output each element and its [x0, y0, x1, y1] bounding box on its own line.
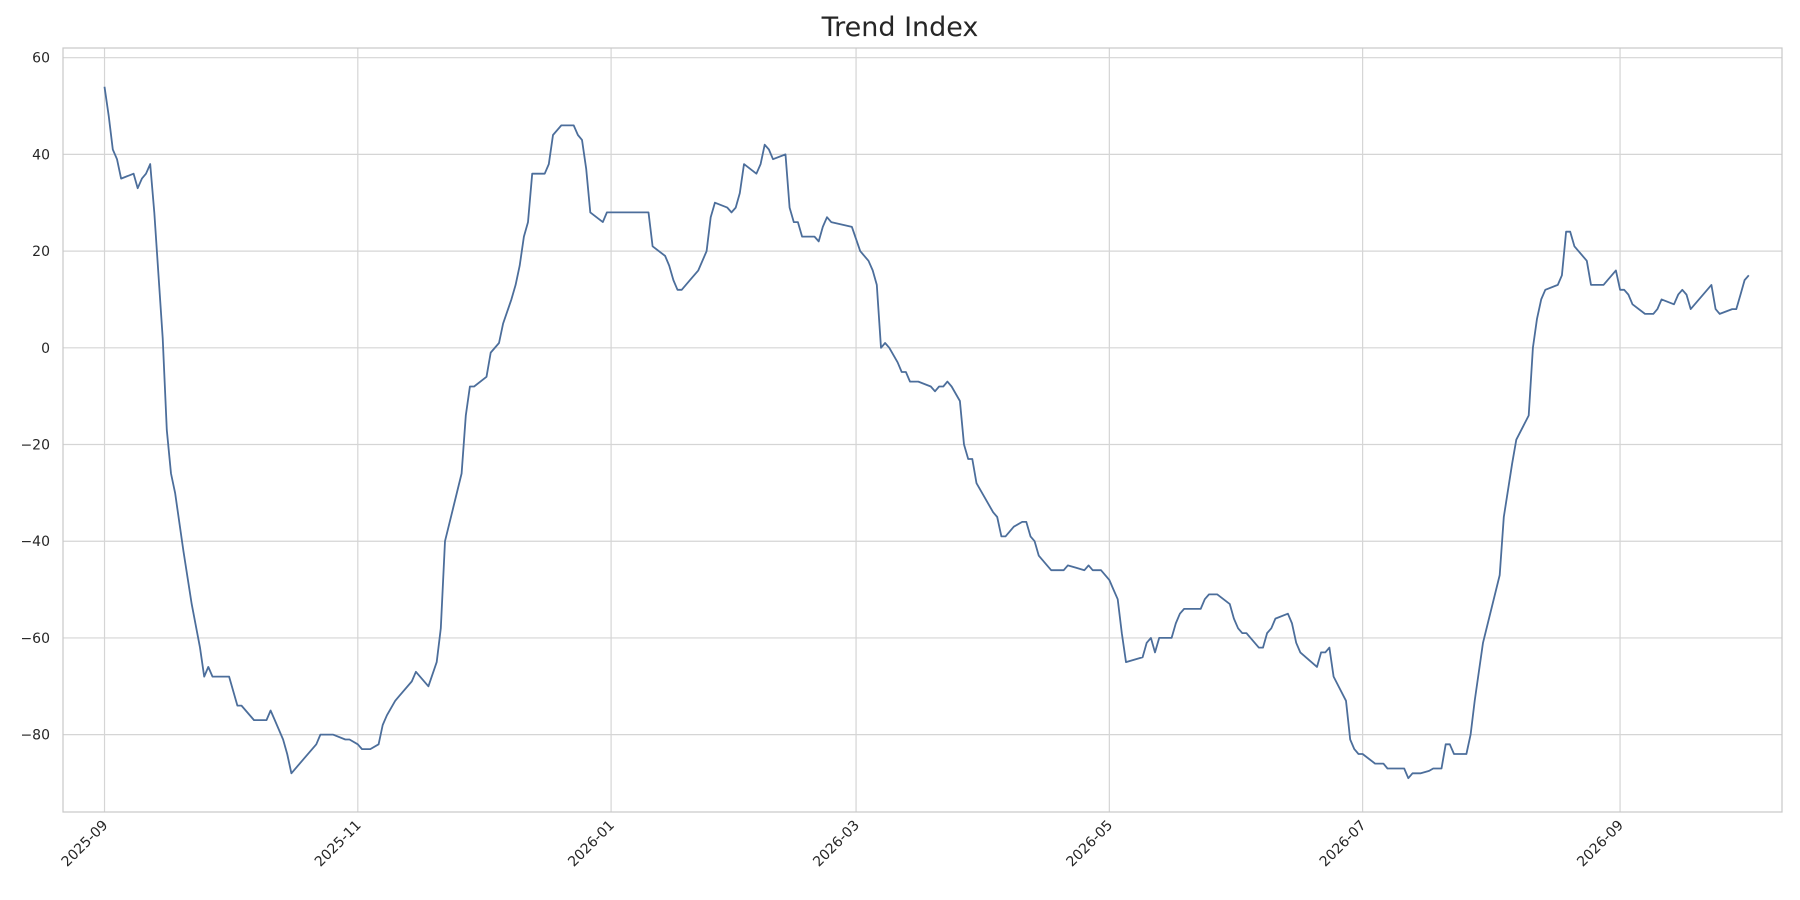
y-tick-label: 0 [41, 341, 50, 357]
x-tick-label: 2025-11 [312, 818, 365, 871]
x-tick-label: 2026-05 [1063, 818, 1116, 871]
x-tick-label: 2026-01 [565, 818, 618, 871]
plot-area-frame [62, 47, 1783, 813]
x-tick-label: 2026-07 [1317, 818, 1370, 871]
y-tick-label: −20 [20, 438, 50, 454]
series-line-0 [103, 86, 1750, 780]
y-tick-label: 40 [32, 147, 50, 163]
y-tick-label: 60 [32, 51, 50, 67]
y-gridlines [63, 57, 1782, 736]
x-tick-label: 2026-03 [810, 818, 863, 871]
y-tick-label: −80 [20, 728, 50, 744]
y-tick-labels: −80 −60 −40 −20 0 20 40 60 [20, 51, 50, 744]
x-tick-label: 2025-09 [59, 818, 112, 871]
y-tick-label: 20 [32, 244, 50, 260]
y-tick-label: −40 [20, 534, 50, 550]
y-tick-label: −60 [20, 631, 50, 647]
x-gridlines [103, 48, 1621, 812]
chart-title: Trend Index [821, 12, 979, 43]
x-tick-labels: 2025-09 2025-11 2026-01 2026-03 2026-05 2026-… [59, 818, 1627, 871]
series-lines [103, 86, 1750, 780]
x-tick-label: 2026-09 [1574, 818, 1627, 871]
